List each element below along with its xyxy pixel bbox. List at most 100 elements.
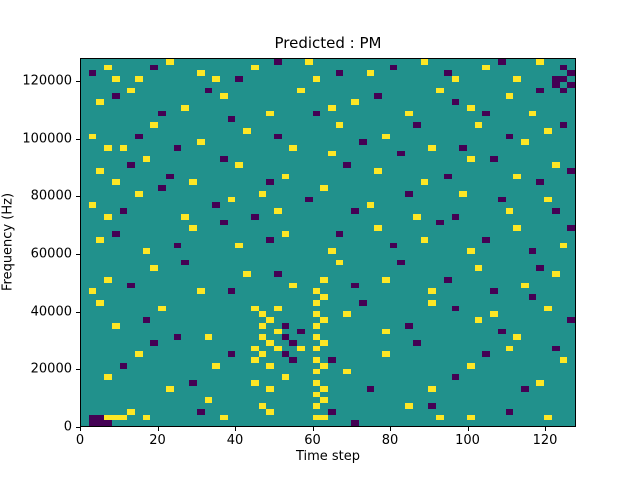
- heatmap-cell: [88, 70, 97, 77]
- heatmap-cell: [281, 322, 290, 329]
- heatmap-cell: [420, 236, 429, 243]
- heatmap-cell: [320, 385, 328, 392]
- heatmap-cell: [96, 420, 105, 426]
- heatmap-cell: [266, 385, 274, 392]
- heatmap-cell: [96, 299, 105, 306]
- heatmap-cell: [96, 414, 105, 421]
- y-tick-label: 80000: [30, 188, 72, 204]
- heatmap-cell: [328, 357, 336, 363]
- x-tick-label: 0: [75, 433, 85, 448]
- heatmap-cell: [320, 397, 328, 404]
- heatmap-cell: [436, 414, 444, 421]
- heatmap-cell: [397, 150, 406, 157]
- heatmap-cell: [374, 225, 383, 232]
- heatmap-cell: [312, 110, 321, 117]
- heatmap-cell: [127, 408, 136, 415]
- heatmap-cell: [343, 162, 352, 168]
- heatmap-cell: [513, 173, 521, 180]
- heatmap-cell: [165, 173, 174, 180]
- heatmap-cell: [490, 288, 498, 295]
- heatmap-cell: [497, 59, 506, 65]
- heatmap-cell: [158, 110, 166, 117]
- heatmap-cell: [536, 179, 545, 186]
- heatmap-cell: [312, 334, 321, 340]
- heatmap-cell: [466, 104, 475, 111]
- heatmap-cell: [312, 403, 321, 409]
- y-tick-label: 60000: [30, 246, 72, 262]
- heatmap-cell: [111, 414, 120, 421]
- heatmap-cell: [312, 345, 321, 352]
- heatmap-cell: [551, 76, 560, 82]
- heatmap-cell: [567, 167, 575, 174]
- heatmap-cell: [312, 357, 321, 363]
- heatmap-cell: [289, 339, 298, 346]
- x-tick-mark: [235, 427, 236, 431]
- heatmap-cell: [482, 236, 491, 243]
- heatmap-cell: [428, 299, 437, 306]
- heatmap-cell: [158, 185, 166, 191]
- heatmap-cell: [320, 317, 328, 323]
- heatmap-cell: [351, 99, 359, 105]
- heatmap-cell: [482, 110, 491, 117]
- heatmap-cell: [142, 248, 151, 254]
- heatmap-cell: [544, 305, 552, 312]
- heatmap-cell: [551, 271, 560, 277]
- heatmap-cell: [189, 179, 197, 186]
- heatmap-cell: [320, 414, 328, 421]
- heatmap-cell: [88, 414, 97, 421]
- heatmap-cell: [559, 64, 568, 71]
- heatmap-cell: [559, 122, 568, 128]
- heatmap-cell: [88, 420, 97, 426]
- heatmap-cell: [250, 305, 259, 312]
- heatmap-cell: [96, 236, 105, 243]
- heatmap-cell: [273, 328, 282, 335]
- heatmap-cell: [397, 259, 406, 266]
- heatmap-cell: [304, 196, 313, 203]
- heatmap-cell: [150, 339, 159, 346]
- x-tick-mark: [390, 427, 391, 431]
- heatmap-cell: [335, 70, 344, 77]
- heatmap-cell: [451, 374, 460, 381]
- heatmap-cell: [428, 145, 437, 151]
- x-tick-label: 60: [304, 433, 321, 448]
- heatmap-cell: [328, 248, 336, 254]
- heatmap-cell: [250, 357, 259, 363]
- heatmap-cell: [312, 380, 321, 386]
- heatmap-cell: [459, 145, 467, 151]
- heatmap-cell: [289, 357, 298, 363]
- x-tick-mark: [312, 427, 314, 431]
- heatmap-cell: [235, 76, 244, 82]
- heatmap-cell: [312, 322, 321, 329]
- heatmap-cell: [258, 334, 267, 340]
- heatmap-cell: [266, 408, 274, 415]
- heatmap-cell: [474, 265, 483, 272]
- heatmap-cell: [196, 408, 205, 415]
- x-tick-mark: [467, 427, 469, 431]
- heatmap-cell: [551, 345, 560, 352]
- heatmap-cell: [235, 162, 244, 168]
- heatmap-cell: [227, 196, 236, 203]
- heatmap-cell: [482, 351, 491, 358]
- heatmap-cell: [544, 196, 552, 203]
- x-tick-label: 20: [149, 433, 166, 448]
- heatmap-cell: [250, 345, 259, 352]
- heatmap-cell: [343, 311, 352, 318]
- heatmap-cell: [127, 162, 136, 168]
- heatmap-cell: [189, 380, 197, 386]
- heatmap-cell: [204, 397, 213, 404]
- heatmap-cell: [320, 185, 328, 191]
- heatmap-cell: [335, 122, 344, 128]
- heatmap-cell: [536, 87, 545, 94]
- heatmap-cell: [181, 213, 190, 220]
- heatmap-cell: [374, 93, 383, 100]
- heatmap-cell: [358, 299, 367, 306]
- heatmap-cell: [189, 225, 197, 232]
- heatmap-cell: [297, 87, 305, 94]
- heatmap-cell: [320, 339, 328, 346]
- heatmap-cell: [281, 173, 290, 180]
- heatmap-cell: [567, 317, 575, 323]
- heatmap-cell: [412, 122, 421, 128]
- heatmap-cell: [567, 70, 575, 77]
- heatmap-cell: [474, 122, 483, 128]
